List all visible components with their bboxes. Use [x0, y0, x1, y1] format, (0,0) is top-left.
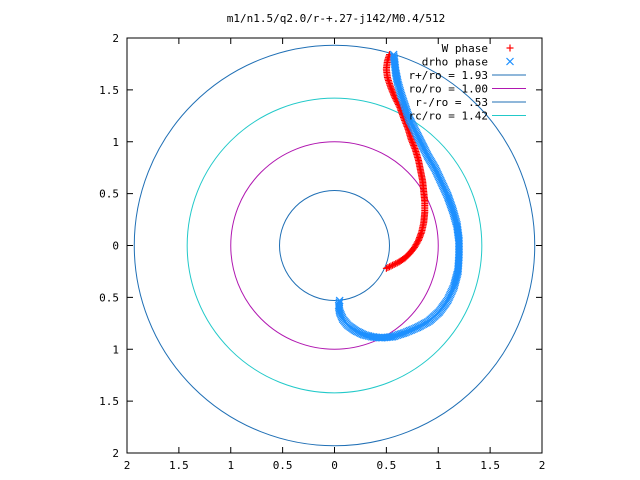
x-tick-label: 1.5 [169, 459, 189, 472]
y-tick-label: 0 [112, 240, 119, 253]
reference-circle-2 [279, 190, 390, 301]
x-tick-label: 2 [539, 459, 546, 472]
x-tick-label: 2 [124, 459, 131, 472]
series-0-point [382, 264, 390, 272]
legend-marker-swatch [506, 44, 514, 52]
x-tick-label: 0 [331, 459, 338, 472]
y-tick-label: 1.5 [99, 395, 119, 408]
y-tick-label: 1 [112, 343, 119, 356]
y-tick-label: 2 [112, 447, 119, 460]
legend-label: rc/ro = 1.42 [409, 110, 488, 123]
series-0 [382, 51, 429, 272]
series-0-point [384, 264, 392, 272]
series-0-point [385, 263, 393, 271]
data-series [334, 50, 463, 342]
x-tick-label: 0.5 [273, 459, 293, 472]
legend-label: r+/ro = 1.93 [409, 69, 488, 82]
series-1-point [390, 53, 398, 62]
series-0-point [389, 261, 397, 269]
y-tick-label: 1.5 [99, 84, 119, 97]
series-1-point [335, 304, 344, 313]
reference-circle-1 [230, 141, 439, 350]
y-tick-label: 1 [112, 136, 119, 149]
series-1-point [389, 52, 398, 61]
chart-title: m1/n1.5/q2.0/r-+.27-j142/M0.4/512 [227, 12, 446, 25]
series-1 [334, 50, 463, 342]
legend-marker-swatch [506, 57, 514, 66]
x-tick-label: 1.5 [480, 459, 500, 472]
legend-label: drho phase [422, 56, 488, 69]
legend-label: W phase [442, 42, 488, 55]
series-0-point [390, 260, 398, 268]
series-0-point [387, 262, 395, 270]
reference-circle-0 [133, 44, 536, 447]
x-tick-label: 0.5 [376, 459, 396, 472]
y-tick-label: 0.5 [99, 291, 119, 304]
x-tick-label: 1 [227, 459, 234, 472]
legend-label: ro/ro = 1.00 [409, 83, 488, 96]
legend-label: r-/ro = .53 [415, 96, 488, 109]
y-tick-label: 0.5 [99, 188, 119, 201]
reference-circle-3 [186, 97, 483, 394]
x-tick-label: 1 [435, 459, 442, 472]
y-tick-label: 2 [112, 32, 119, 45]
reference-circles [133, 44, 536, 447]
axis-ticks: 2 1.5 1 0.5 0 0.5 1 1.5 221.510.500.511.52 [99, 32, 545, 472]
series-1-point [389, 50, 398, 59]
series-0-point [392, 260, 400, 268]
